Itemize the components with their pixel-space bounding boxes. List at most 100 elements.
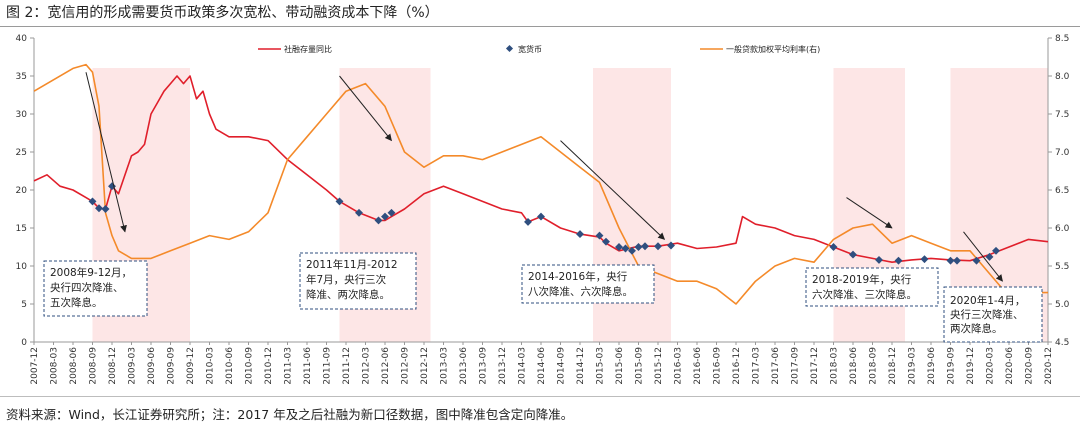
legend-label-social-financing: 社融存量同比 (284, 44, 332, 54)
legend-label-easing: 宽货币 (518, 44, 542, 54)
x-tick-label: 2020-03 (986, 347, 996, 385)
y-left-tick-label: 10 (16, 262, 28, 272)
easing-marker (101, 205, 110, 213)
x-tick-label: 2020-06 (1005, 347, 1015, 385)
annotation-line: 2014-2016年，央行 (528, 270, 628, 283)
x-tick-label: 2009-12 (186, 347, 196, 385)
annotation-arrow (846, 197, 893, 229)
annotation-arrow (339, 75, 392, 142)
x-tick-label: 2019-09 (947, 347, 957, 385)
annotation-line: 六次降准、三次降息。 (812, 288, 917, 301)
x-tick-label: 2018-06 (849, 347, 859, 385)
y-left-tick-label: 5 (21, 300, 27, 310)
x-tick-label: 2017-06 (771, 347, 781, 385)
y-left-tick-label: 15 (16, 224, 27, 234)
y-left-tick-label: 20 (16, 186, 28, 196)
y-right-tick-label: 8.0 (1055, 72, 1070, 82)
annotation-frame (943, 286, 1043, 343)
y-left-tick-label: 35 (16, 72, 27, 82)
easing-marker (667, 241, 675, 250)
annotation-arrows (85, 72, 1003, 282)
easing-marker (920, 255, 929, 264)
source-note: 资料来源：Wind，长江证券研究所；注：2017 年及之后社融为新口径数据，图中… (6, 407, 574, 422)
x-tick-label: 2016-12 (732, 347, 742, 385)
y-right-tick-label: 6.0 (1055, 224, 1070, 234)
x-tick-label: 2008-09 (89, 347, 99, 385)
x-tick-label: 2017-12 (810, 347, 820, 385)
x-tick-label: 2017-03 (752, 347, 762, 385)
x-tick-label: 2009-03 (128, 347, 138, 385)
x-tick-label: 2015-03 (596, 347, 606, 385)
x-tick-label: 2017-09 (791, 347, 801, 385)
annotation-arrow (85, 72, 127, 233)
x-tick-label: 2009-06 (147, 347, 157, 385)
x-tick-label: 2010-03 (206, 347, 216, 385)
x-tick-label: 2015-06 (615, 347, 625, 385)
easing-marker (524, 217, 532, 226)
y-left-tick-label: 30 (16, 110, 28, 120)
x-tick-label: 2016-06 (693, 347, 703, 385)
x-tick-label: 2018-09 (869, 347, 879, 385)
x-tick-label: 2011-06 (303, 347, 313, 385)
annotation-line: 2020年1-4月， (950, 294, 1025, 307)
chart-svg: 0 5 10 15 20 25 30 35 40 4.5 5.0 5.5 6.0 6.5 7.0 7.5 8.… (16, 34, 1070, 385)
y-left-tick-label: 25 (16, 148, 27, 158)
x-tick-label: 2016-09 (713, 347, 723, 385)
x-tick-label: 2011-12 (342, 347, 352, 385)
y-axis-left: 0 5 10 15 20 25 30 35 40 (16, 34, 34, 348)
annotation-box: 2014-2016年，央行 八次降准、六次降息。 (521, 264, 655, 304)
source-divider (0, 396, 1080, 397)
annotation-line: 央行四次降准、 (50, 281, 124, 294)
legend: 社融存量同比 宽货币 一般贷款加权平均利率(右) (258, 44, 820, 54)
y-right-tick-label: 7.5 (1055, 110, 1069, 120)
x-tick-label: 2014-03 (518, 347, 528, 385)
loan-rate-line (33, 63, 1048, 305)
easing-marker (387, 208, 396, 217)
annotation-box: 2018-2019年，央行 六次降准、三次降息。 (805, 267, 939, 307)
easing-marker (615, 243, 623, 251)
x-tick-label: 2008-03 (50, 347, 60, 385)
annotation-line: 2018-2019年，央行 (812, 273, 912, 286)
annotation-box: 2008年9-12月， 央行四次降准、 五次降息。 (43, 260, 148, 317)
x-tick-label: 2020-09 (1025, 347, 1035, 385)
annotation-arrow (963, 231, 1003, 282)
x-tick-label: 2013-06 (459, 347, 469, 385)
easing-marker (654, 242, 662, 251)
y-right-tick-label: 8.5 (1055, 34, 1069, 44)
series-lines (33, 63, 1049, 305)
y-axis-right: 4.5 5.0 5.5 6.0 6.5 7.0 7.5 8.0 8.5 (1048, 34, 1070, 348)
x-tick-label: 2019-06 (927, 347, 937, 385)
x-tick-label: 2011-03 (284, 347, 294, 385)
x-tick-label: 2012-09 (401, 347, 411, 385)
y-left-tick-label: 0 (21, 338, 27, 348)
x-tick-label: 2010-06 (225, 347, 235, 385)
x-tick-label: 2018-03 (830, 347, 840, 385)
annotation-frame (521, 264, 655, 304)
x-tick-label: 2020-12 (1044, 347, 1054, 385)
legend-label-loan-rate: 一般贷款加权平均利率(右) (726, 44, 820, 54)
easing-marker (829, 243, 838, 251)
annotation-box: 2011年11月-2012 年7月，央行三次 降准、两次降息。 (299, 252, 417, 310)
legend-swatch-easing (505, 44, 514, 53)
easing-marker (95, 204, 103, 213)
y-right-tick-label: 5.5 (1055, 262, 1069, 272)
annotation-frame (805, 267, 939, 307)
x-tick-label: 2018-12 (888, 347, 898, 385)
x-tick-label: 2009-09 (167, 347, 177, 385)
annotation-frame (299, 252, 417, 310)
easing-marker (88, 197, 97, 206)
x-tick-label: 2013-09 (479, 347, 489, 385)
annotation-line: 降准、两次降息。 (306, 288, 390, 301)
easing-marker (595, 231, 604, 240)
x-tick-label: 2011-09 (323, 347, 333, 385)
x-tick-label: 2010-12 (264, 347, 274, 385)
annotation-line: 五次降息。 (50, 296, 103, 309)
easing-marker (621, 244, 630, 253)
annotation-line: 央行三次降准、 (950, 308, 1024, 321)
x-tick-label: 2015-09 (635, 347, 645, 385)
x-tick-label: 2012-03 (362, 347, 372, 385)
x-tick-label: 2008-12 (108, 347, 118, 385)
easing-marker (641, 242, 649, 251)
annotation-line: 年7月，央行三次 (306, 273, 387, 286)
y-right-tick-label: 6.5 (1055, 186, 1069, 196)
